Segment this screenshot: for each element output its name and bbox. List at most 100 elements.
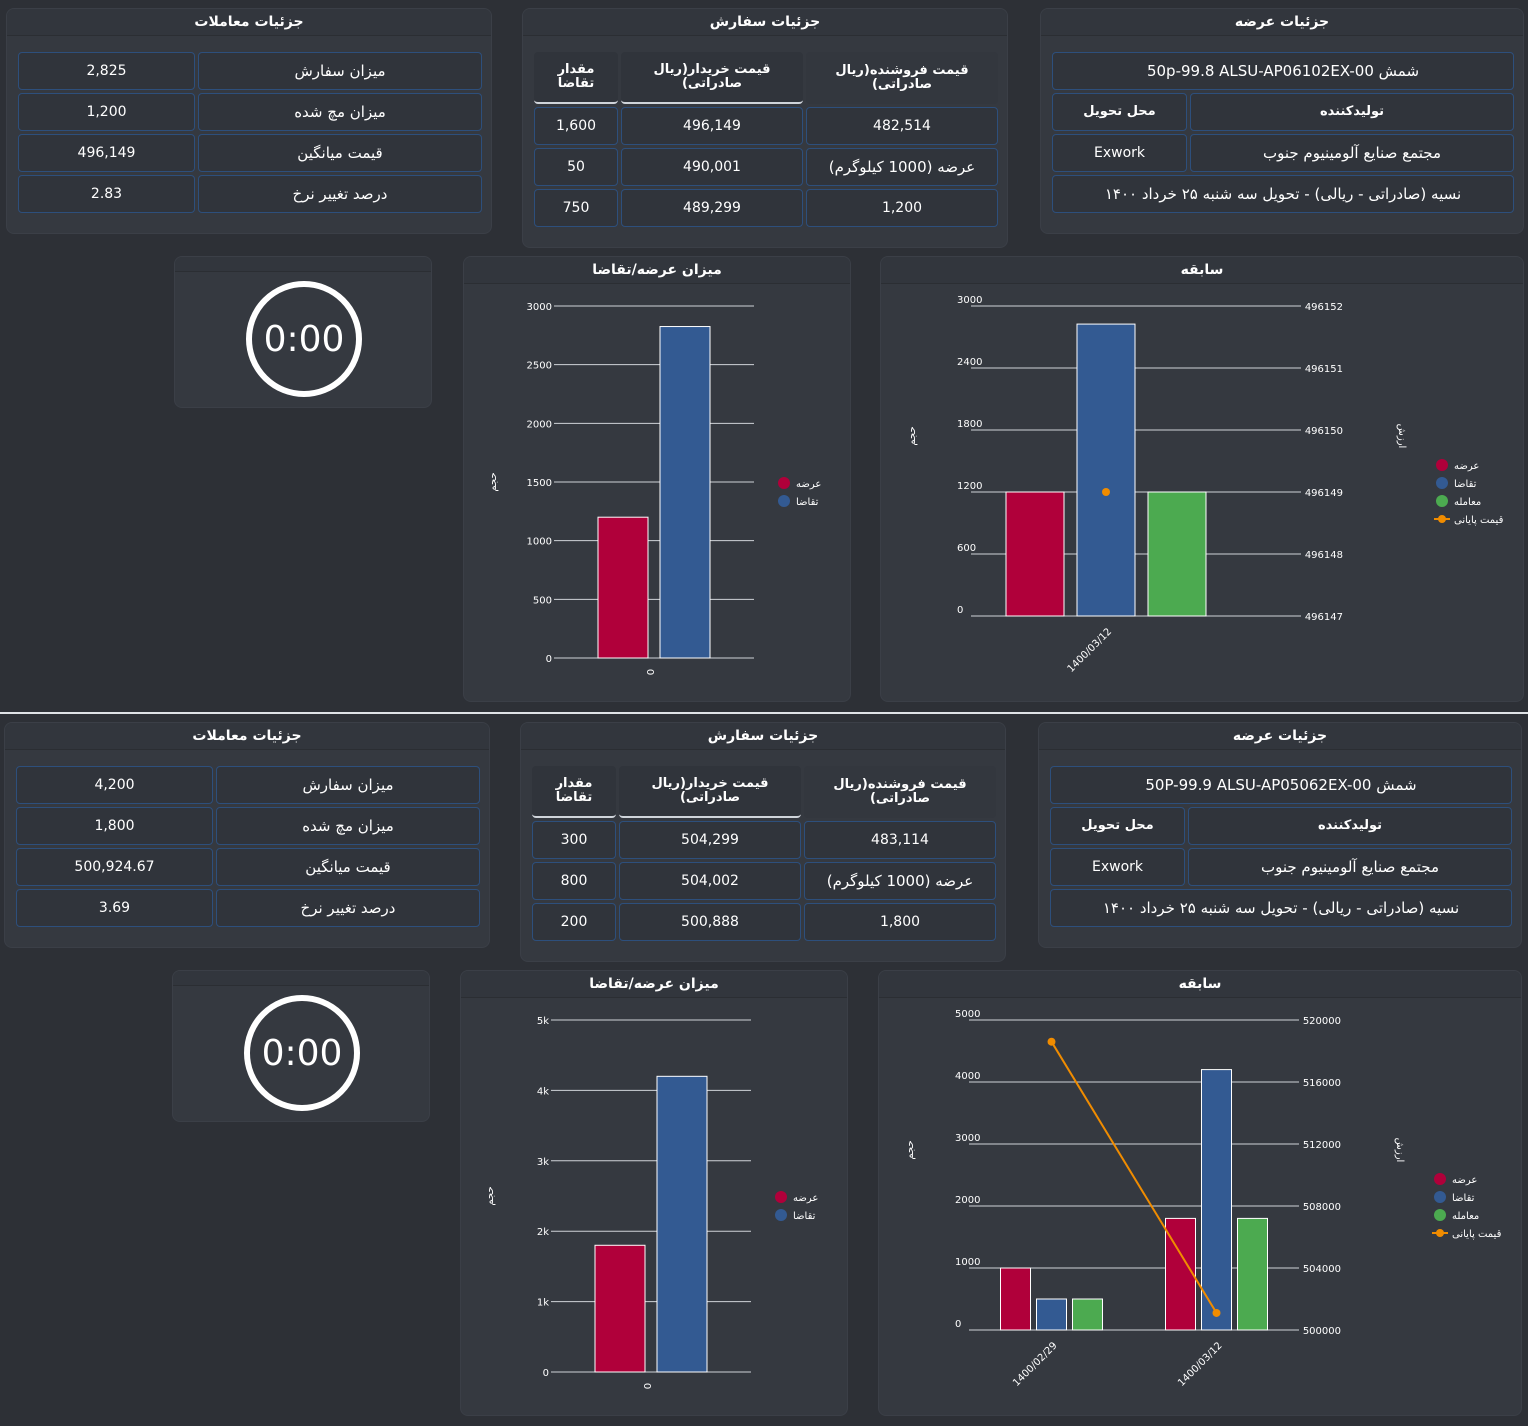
table-row: میزان مچ شده 1,800	[16, 807, 480, 845]
cell: 50	[534, 148, 618, 186]
y-tick-label: 0	[546, 654, 552, 665]
y2-tick-label: 496150	[1305, 426, 1343, 437]
table-row: درصد تغییر نرخ 2.83	[18, 175, 482, 213]
y-tick-label: 2k	[537, 1227, 549, 1238]
history-panel: سابقه 0 1000 2000 3000 4000 5000 500000 504000 5…	[878, 970, 1522, 1416]
terms-value: نسیه (صادراتی - ریالی) - تحویل سه شنبه ۲…	[1050, 889, 1512, 927]
col-header-seller-price: قیمت فروشنده(ریال صادراتی)	[806, 52, 998, 104]
y-tick-label: 3k	[537, 1157, 549, 1168]
y-tick-label: 1200	[957, 481, 982, 492]
legend-marker	[1436, 477, 1448, 489]
table-row: نسیه (صادراتی - ریالی) - تحویل سه شنبه ۲…	[1052, 175, 1514, 213]
delivery-label: محل تحویل	[1052, 93, 1187, 131]
y2-tick-label: 504000	[1303, 1264, 1341, 1275]
table-header-row: قیمت فروشنده(ریال صادراتی) قیمت خریدار(ر…	[532, 766, 996, 818]
table-row: تولیدکننده محل تحویل	[1050, 807, 1512, 845]
legend-label: تقاضا	[1452, 1193, 1475, 1204]
y2-axis-label: ارزش	[1394, 1138, 1405, 1163]
cell: 496,149	[621, 107, 803, 145]
y-tick-label: 2000	[527, 419, 552, 430]
table-header-row: قیمت فروشنده(ریال صادراتی) قیمت خریدار(ر…	[534, 52, 998, 104]
cell: 504,002	[619, 862, 801, 900]
row-value: 496,149	[18, 134, 195, 172]
row-label: میزان سفارش	[216, 766, 480, 804]
table-row: درصد تغییر نرخ 3.69	[16, 889, 480, 927]
supply-demand-panel: میزان عرضه/تقاضا 0 500 1000 1500 2000 2500 300…	[463, 256, 851, 702]
x-tick-label: 1400/02/29	[1011, 1340, 1060, 1389]
bar	[1076, 323, 1136, 617]
cell: 483,114	[804, 821, 996, 859]
legend-marker	[778, 495, 790, 507]
supply-demand-chart: 0 1k 2k 3k 4k 5k 0 حجم عرضه تقاضا	[485, 1016, 818, 1389]
legend-label: عرضه	[796, 479, 821, 490]
legend-marker	[1434, 1191, 1446, 1203]
producer-value: مجتمع صنایع آلومینیوم جنوب	[1190, 134, 1514, 172]
col-header-buyer-price: قیمت خریدار(ریال صادراتی)	[621, 52, 803, 104]
bar	[1005, 491, 1065, 617]
panel-title: جزئیات عرضه	[1041, 9, 1523, 36]
legend-marker	[1436, 459, 1448, 471]
panel-title: جزئیات سفارش	[521, 723, 1005, 750]
order-details-panel: جزئیات سفارش قیمت فروشنده(ریال صادراتی) …	[520, 722, 1006, 962]
offer-details-table: شمش 50P-99.9 ALSU-AP05062EX-00 تولیدکنند…	[1047, 763, 1515, 930]
legend-label: قیمت پایانی	[1452, 1229, 1502, 1240]
row-value: 2,825	[18, 52, 195, 90]
delivery-value: Exwork	[1052, 134, 1187, 172]
bar	[656, 1075, 708, 1373]
order-details-panel: جزئیات سفارش قیمت فروشنده(ریال صادراتی) …	[522, 8, 1008, 248]
y2-tick-label: 496147	[1305, 612, 1343, 623]
x-tick-label: 1400/03/12	[1066, 626, 1115, 675]
row-value: 2.83	[18, 175, 195, 213]
y-tick-label: 0	[955, 1319, 961, 1330]
legend-label: تقاضا	[796, 497, 819, 508]
bar	[1000, 1267, 1031, 1331]
y-axis-label: حجم	[485, 1186, 496, 1205]
y-tick-label: 2500	[527, 361, 552, 372]
y-tick-label: 4000	[955, 1071, 980, 1082]
table-row: قیمت میانگین 500,924.67	[16, 848, 480, 886]
supply-demand-panel: میزان عرضه/تقاضا 0 1k 2k 3k 4k 5k 0 حجم عرضه تقاض…	[460, 970, 848, 1416]
y-axis-label: حجم	[907, 426, 918, 445]
history-chart: 0 600 1200 1800 2400 3000 496147 496148 496149 49…	[907, 295, 1504, 675]
cell: 500,888	[619, 903, 801, 941]
legend-marker	[775, 1191, 787, 1203]
y2-tick-label: 500000	[1303, 1326, 1341, 1337]
offer-details-table: شمش 50p-99.8 ALSU-AP06102EX-00 تولیدکنند…	[1049, 49, 1517, 216]
order-details-table: قیمت فروشنده(ریال صادراتی) قیمت خریدار(ر…	[531, 49, 1001, 230]
col-header-demand-qty: مقدار تقاضا	[532, 766, 616, 818]
y-tick-label: 1000	[527, 537, 552, 548]
delivery-value: Exwork	[1050, 848, 1185, 886]
y2-tick-label: 496152	[1305, 302, 1343, 313]
section-bottom: جزئیات معاملات میزان سفارش 4,200 میزان مچ…	[0, 714, 1528, 1426]
y2-tick-label: 496149	[1305, 488, 1343, 499]
product-name: شمش 50P-99.9 ALSU-AP05062EX-00	[1050, 766, 1512, 804]
legend-label: تقاضا	[793, 1211, 816, 1222]
table-row: عرضه (1000 کیلوگرم) 504,002 800	[532, 862, 996, 900]
offer-details-panel: جزئیات عرضه شمش 50P-99.9 ALSU-AP05062EX-…	[1038, 722, 1522, 948]
row-label: درصد تغییر نرخ	[216, 889, 480, 927]
y2-tick-label: 512000	[1303, 1140, 1341, 1151]
producer-label: تولیدکننده	[1188, 807, 1512, 845]
cell: عرضه (1000 کیلوگرم)	[806, 148, 998, 186]
table-row: 483,114 504,299 300	[532, 821, 996, 859]
cell: 200	[532, 903, 616, 941]
row-value: 4,200	[16, 766, 213, 804]
trade-details-panel: جزئیات معاملات میزان سفارش 4,200 میزان مچ…	[4, 722, 490, 948]
col-header-buyer-price: قیمت خریدار(ریال صادراتی)	[619, 766, 801, 818]
legend-label: عرضه	[1454, 461, 1479, 472]
table-row: 1,800 500,888 200	[532, 903, 996, 941]
table-row: میزان سفارش 2,825	[18, 52, 482, 90]
y-tick-label: 3000	[955, 1133, 980, 1144]
y2-axis-label: ارزش	[1396, 424, 1407, 449]
table-row: مجتمع صنایع آلومینیوم جنوب Exwork	[1052, 134, 1514, 172]
panel-title: سابقه	[881, 257, 1523, 284]
cell: 300	[532, 821, 616, 859]
row-label: قیمت میانگین	[198, 134, 482, 172]
legend-label: تقاضا	[1454, 479, 1477, 490]
table-row: میزان سفارش 4,200	[16, 766, 480, 804]
panel-title: جزئیات سفارش	[523, 9, 1007, 36]
y-tick-label: 1k	[537, 1298, 549, 1309]
y-tick-label: 5000	[955, 1009, 980, 1020]
legend-label: معامله	[1454, 497, 1481, 508]
y2-tick-label: 520000	[1303, 1016, 1341, 1027]
